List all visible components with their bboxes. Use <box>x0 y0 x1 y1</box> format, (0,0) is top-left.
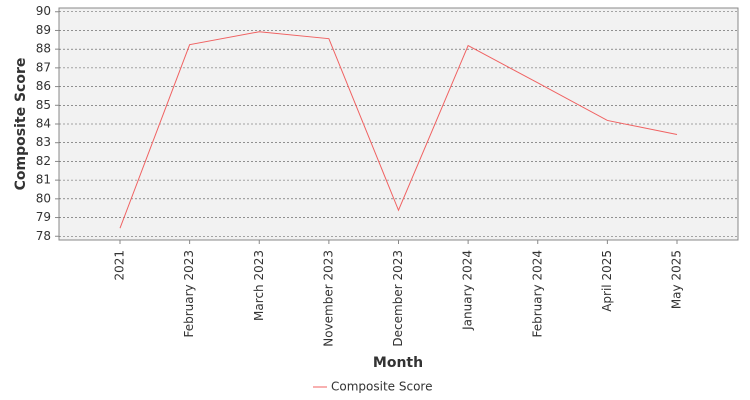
y-tick-label: 81 <box>36 173 51 187</box>
x-tick-label: February 2023 <box>182 250 196 338</box>
x-tick-label: 2021 <box>113 250 127 281</box>
x-tick-label: February 2024 <box>530 250 544 338</box>
y-tick-label: 80 <box>36 191 51 205</box>
y-tick-label: 90 <box>36 4 51 18</box>
y-tick-label: 85 <box>36 98 51 112</box>
y-tick-label: 78 <box>36 229 51 243</box>
y-tick-label: 86 <box>36 79 51 93</box>
data-line <box>119 31 678 229</box>
x-tick-label: January 2024 <box>461 250 475 331</box>
x-tick-label: May 2025 <box>670 250 684 309</box>
y-tick-label: 87 <box>36 60 51 74</box>
x-tick-label: March 2023 <box>252 250 266 321</box>
legend-label: Composite Score <box>331 380 432 394</box>
y-axis-title: Composite Score <box>13 58 29 191</box>
y-tick-label: 84 <box>36 117 51 131</box>
y-tick-label: 89 <box>36 23 51 37</box>
x-tick-label: November 2023 <box>321 250 335 347</box>
x-axis-title: Month <box>373 355 423 371</box>
y-tick-label: 82 <box>36 154 51 168</box>
x-tick-label: December 2023 <box>391 250 405 347</box>
y-tick-label: 88 <box>36 42 51 56</box>
x-tick-label: April 2025 <box>600 250 614 312</box>
y-tick-label: 79 <box>36 210 51 224</box>
y-tick-label: 83 <box>36 135 51 149</box>
